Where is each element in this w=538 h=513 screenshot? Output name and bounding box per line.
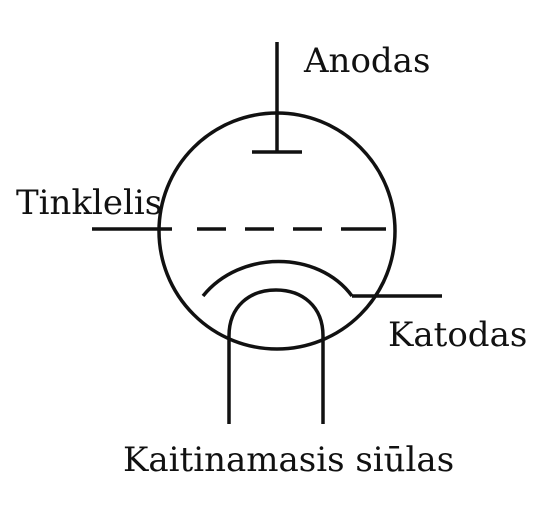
- cathode-label: Katodas: [388, 318, 527, 352]
- heater-label: Kaitinamasis siūlas: [123, 443, 454, 477]
- grid-label: Tinklelis: [16, 186, 162, 220]
- anode-label: Anodas: [304, 44, 430, 78]
- heater-filament: [229, 290, 323, 424]
